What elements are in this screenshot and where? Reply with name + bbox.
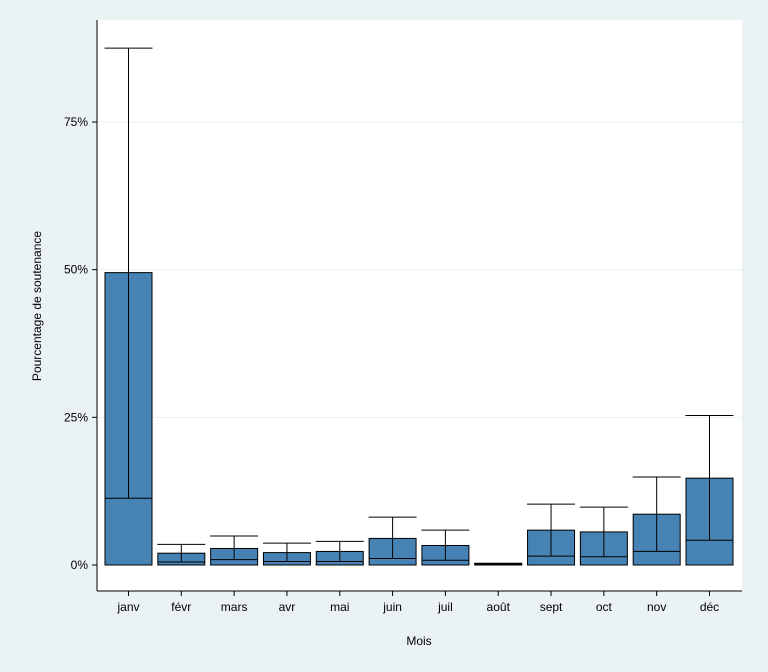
x-axis: janv févr mars avr mai juin juil août sept oct nov… bbox=[97, 590, 742, 614]
x-tick-label: août bbox=[487, 600, 511, 614]
x-tick-label: juil bbox=[437, 600, 453, 614]
x-tick-label: oct bbox=[596, 600, 613, 614]
x-tick-label: déc bbox=[700, 600, 719, 614]
x-tick-label: mai bbox=[330, 600, 349, 614]
y-axis: 0% 25% 50% 75% bbox=[64, 20, 98, 591]
gridlines bbox=[97, 121, 742, 418]
y-tick-label: 0% bbox=[71, 558, 89, 572]
x-tick-label: févr bbox=[171, 600, 191, 614]
y-tick-label: 25% bbox=[64, 410, 88, 424]
x-axis-title: Mois bbox=[406, 634, 431, 648]
bars bbox=[104, 47, 734, 566]
x-tick-label: sept bbox=[540, 600, 563, 614]
x-tick-label: nov bbox=[647, 600, 666, 614]
y-tick-label: 50% bbox=[64, 263, 88, 277]
y-tick-label: 75% bbox=[64, 115, 88, 129]
y-axis-title: Pourcentage de soutenance bbox=[30, 231, 44, 381]
plot-area bbox=[97, 20, 742, 591]
x-tick-label: janv bbox=[116, 600, 139, 614]
x-tick-label: juin bbox=[382, 600, 402, 614]
x-tick-label: avr bbox=[279, 600, 296, 614]
x-tick-label: mars bbox=[221, 600, 248, 614]
